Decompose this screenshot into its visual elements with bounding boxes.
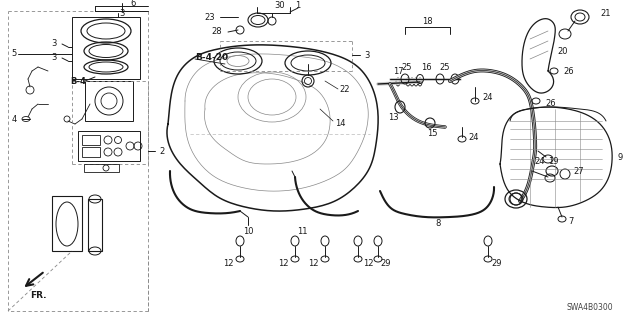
Text: 29: 29 <box>492 258 502 268</box>
Bar <box>78 131 140 161</box>
Text: 24: 24 <box>535 157 545 166</box>
Text: 3: 3 <box>364 50 369 60</box>
Text: 2: 2 <box>159 146 164 155</box>
Bar <box>72 17 140 79</box>
Text: 16: 16 <box>420 63 431 71</box>
Text: 25: 25 <box>402 63 412 71</box>
Text: 12: 12 <box>363 259 373 269</box>
Text: 24: 24 <box>468 132 479 142</box>
Text: 14: 14 <box>335 120 345 129</box>
Text: 1: 1 <box>296 1 301 10</box>
Text: 23: 23 <box>204 12 215 21</box>
Text: 8: 8 <box>435 219 441 227</box>
Text: 10: 10 <box>243 226 253 235</box>
Text: 9: 9 <box>618 152 623 161</box>
Text: 12: 12 <box>278 259 288 269</box>
Bar <box>82 147 100 157</box>
Text: FR.: FR. <box>29 291 46 300</box>
Text: 22: 22 <box>340 85 350 93</box>
Text: 30: 30 <box>275 2 285 11</box>
Text: 18: 18 <box>422 17 432 26</box>
Bar <box>85 81 133 121</box>
Text: 28: 28 <box>211 27 222 36</box>
Text: B-4: B-4 <box>70 77 86 85</box>
Text: 26: 26 <box>545 100 556 108</box>
Text: 17: 17 <box>393 66 403 76</box>
Text: 13: 13 <box>388 113 398 122</box>
Text: 3: 3 <box>119 9 125 18</box>
Text: 24: 24 <box>482 93 493 101</box>
Text: SWA4B0300: SWA4B0300 <box>566 302 613 311</box>
Text: 26: 26 <box>563 66 573 76</box>
Bar <box>82 135 100 145</box>
Text: 27: 27 <box>573 167 584 175</box>
Text: 5: 5 <box>12 49 17 58</box>
Text: 19: 19 <box>548 157 558 166</box>
Bar <box>88 199 102 251</box>
Bar <box>52 196 82 251</box>
Text: 4: 4 <box>12 115 17 123</box>
Text: B-4-20: B-4-20 <box>195 53 228 62</box>
Text: 6: 6 <box>131 0 136 8</box>
Text: 11: 11 <box>297 226 307 235</box>
Text: 25: 25 <box>440 63 451 71</box>
Text: 15: 15 <box>427 129 437 137</box>
Text: 7: 7 <box>568 217 573 226</box>
Text: 12: 12 <box>308 259 318 269</box>
Text: 20: 20 <box>557 47 568 56</box>
Text: 3: 3 <box>52 53 57 62</box>
Text: 21: 21 <box>600 10 611 19</box>
Text: 29: 29 <box>381 258 391 268</box>
Bar <box>84 164 119 172</box>
Text: 12: 12 <box>223 258 233 268</box>
Text: 3: 3 <box>52 39 57 48</box>
